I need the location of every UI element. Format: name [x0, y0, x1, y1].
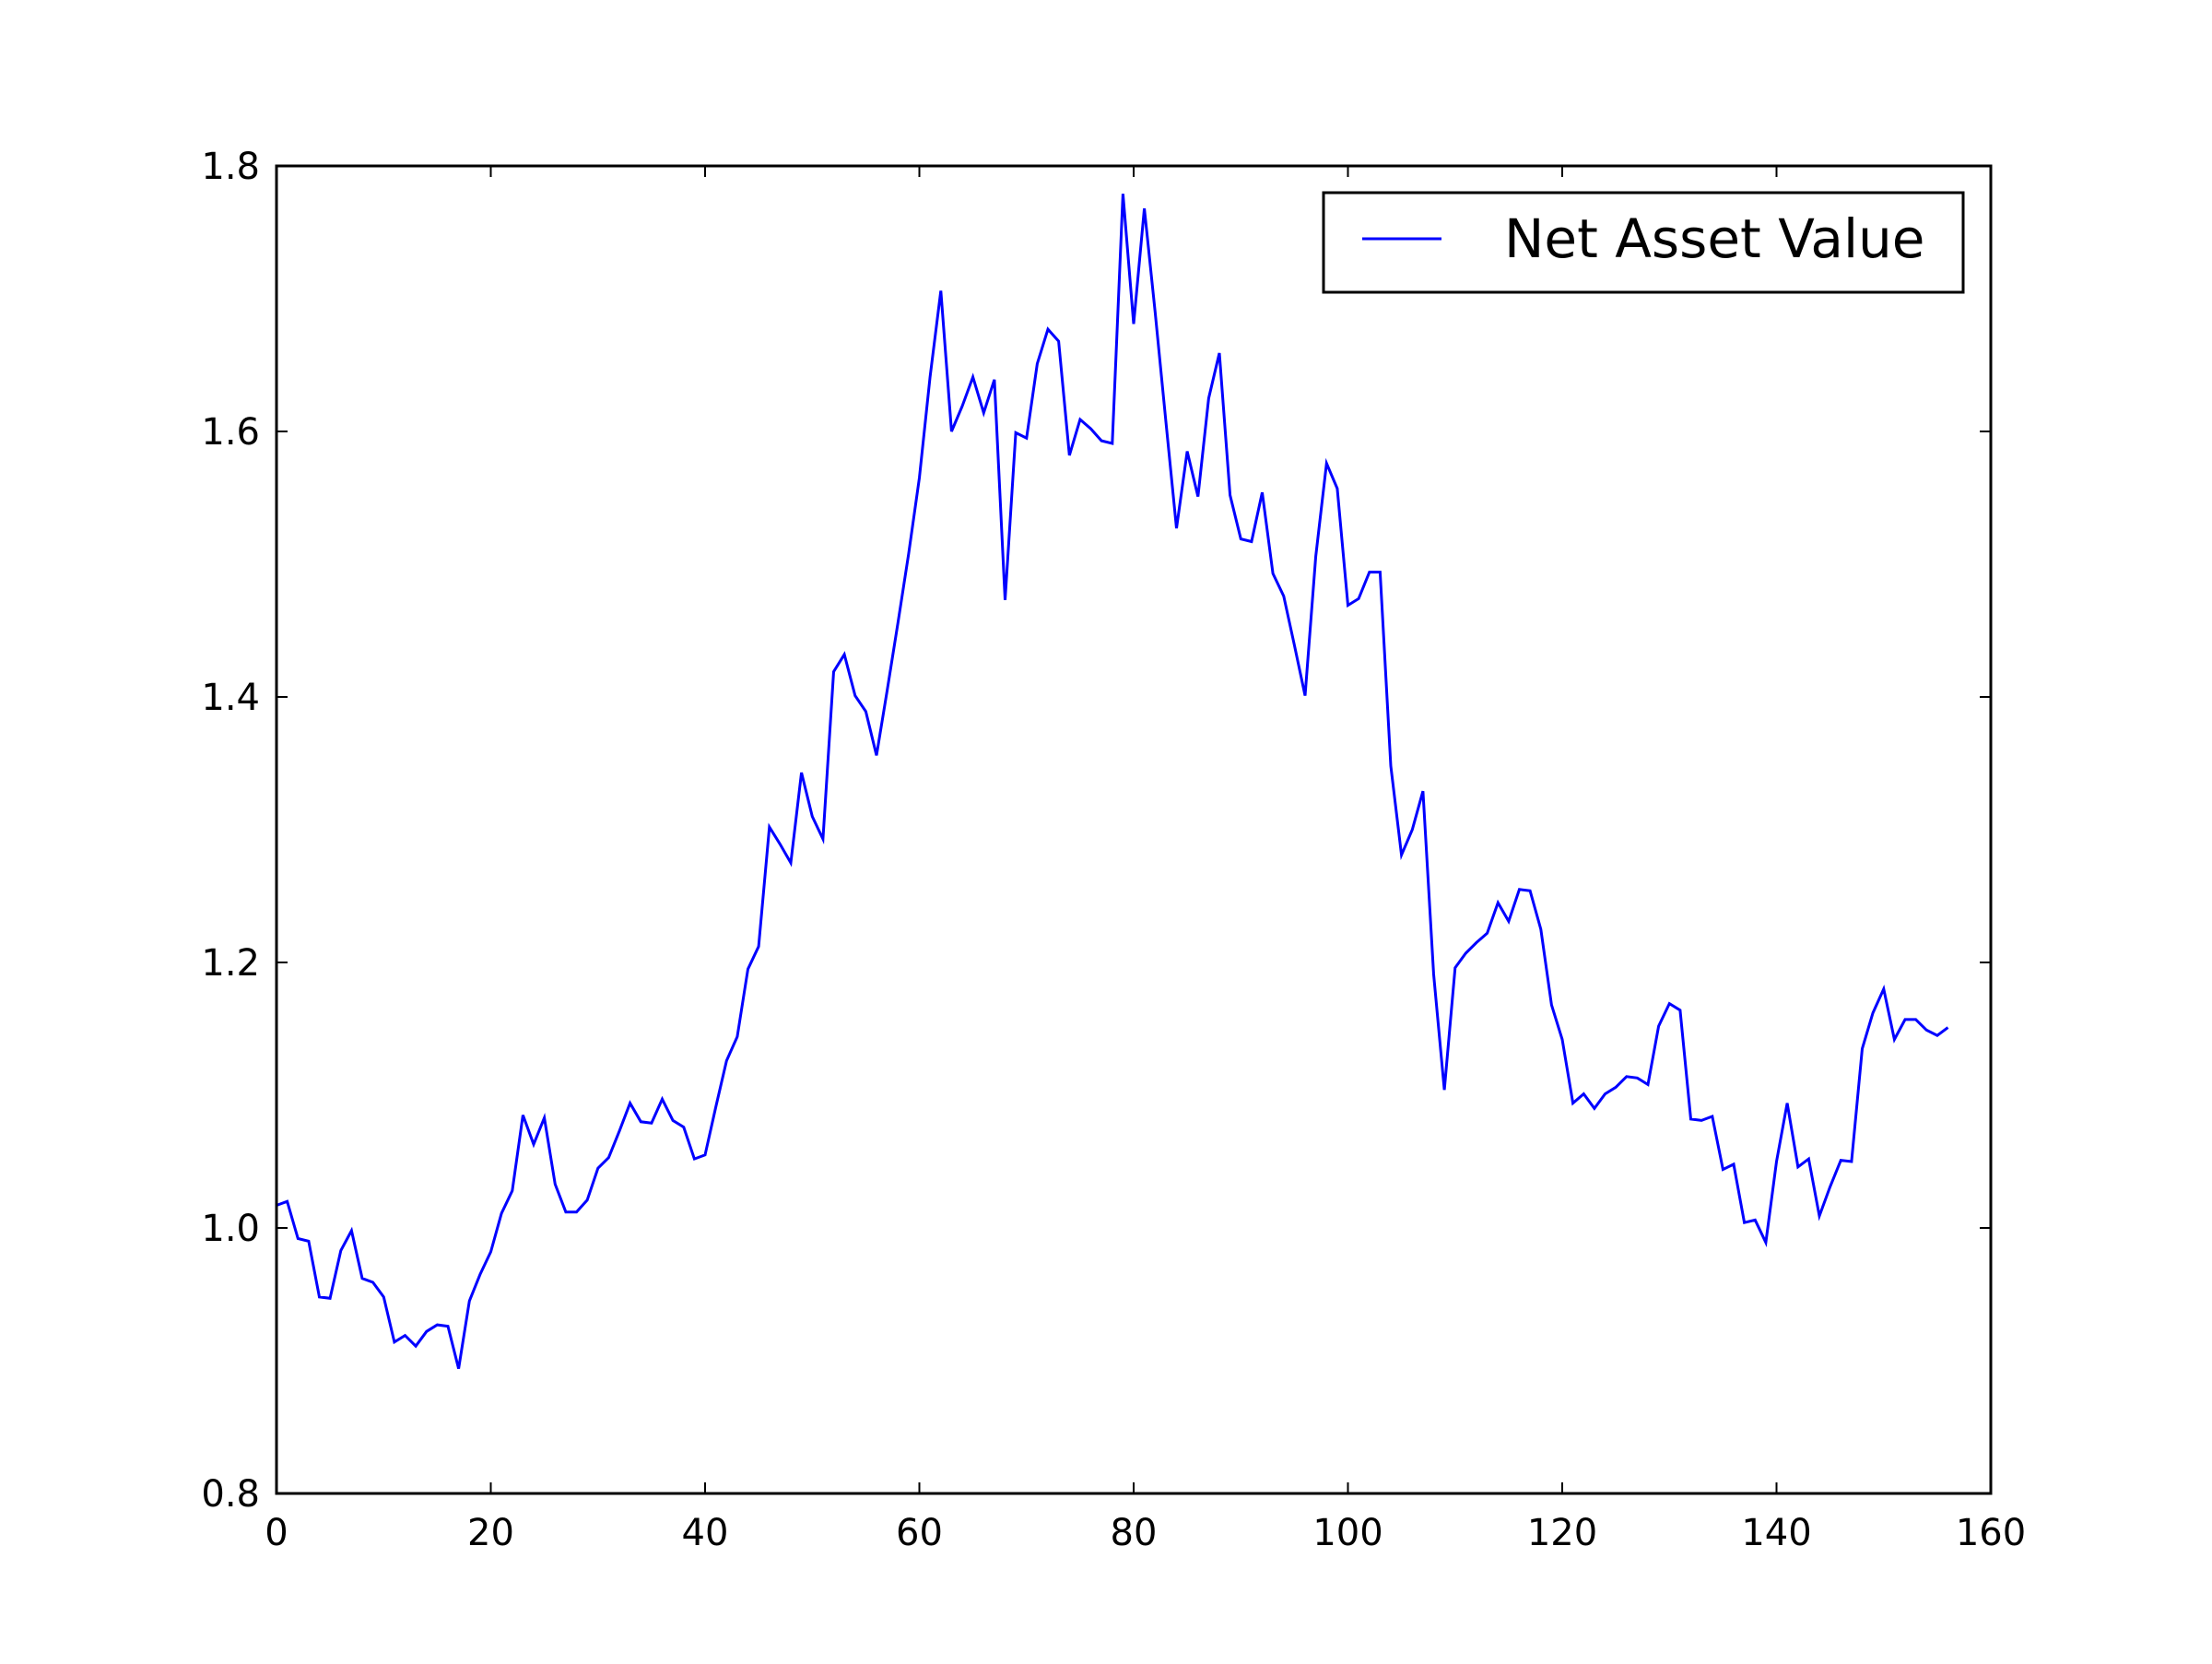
x-tick-label: 140 — [1741, 1512, 1811, 1554]
x-tick-label: 120 — [1527, 1512, 1597, 1554]
y-tick-label: 0.8 — [201, 1473, 260, 1516]
x-tick-label: 80 — [1111, 1512, 1158, 1554]
y-tick-label: 1.8 — [201, 146, 260, 188]
x-tick-label: 0 — [265, 1512, 288, 1554]
series-line-net-asset-value — [276, 194, 1949, 1369]
axes-frame — [275, 164, 1993, 1495]
x-tick-label: 160 — [1956, 1512, 2026, 1554]
y-tick-label: 1.6 — [201, 411, 260, 454]
series-layer — [276, 194, 1949, 1369]
x-tick-label: 20 — [467, 1512, 514, 1554]
x-tick-label: 100 — [1312, 1512, 1382, 1554]
legend-box — [1322, 191, 1965, 294]
y-tick-label: 1.4 — [201, 677, 260, 719]
legend: Net Asset Value — [1322, 191, 1965, 294]
x-tick-label: 40 — [682, 1512, 729, 1554]
plot-area — [276, 166, 1991, 1493]
x-tick-label: 60 — [896, 1512, 943, 1554]
tick-layer: 0 20 40 60 80 100 120 140 160 0.8 1.0 1.2 1.4 1.6 1.8 — [201, 146, 2026, 1554]
legend-label-net-asset-value: Net Asset Value — [1504, 207, 1925, 270]
y-tick-label: 1.0 — [201, 1208, 260, 1250]
y-tick-label: 1.2 — [201, 942, 260, 985]
